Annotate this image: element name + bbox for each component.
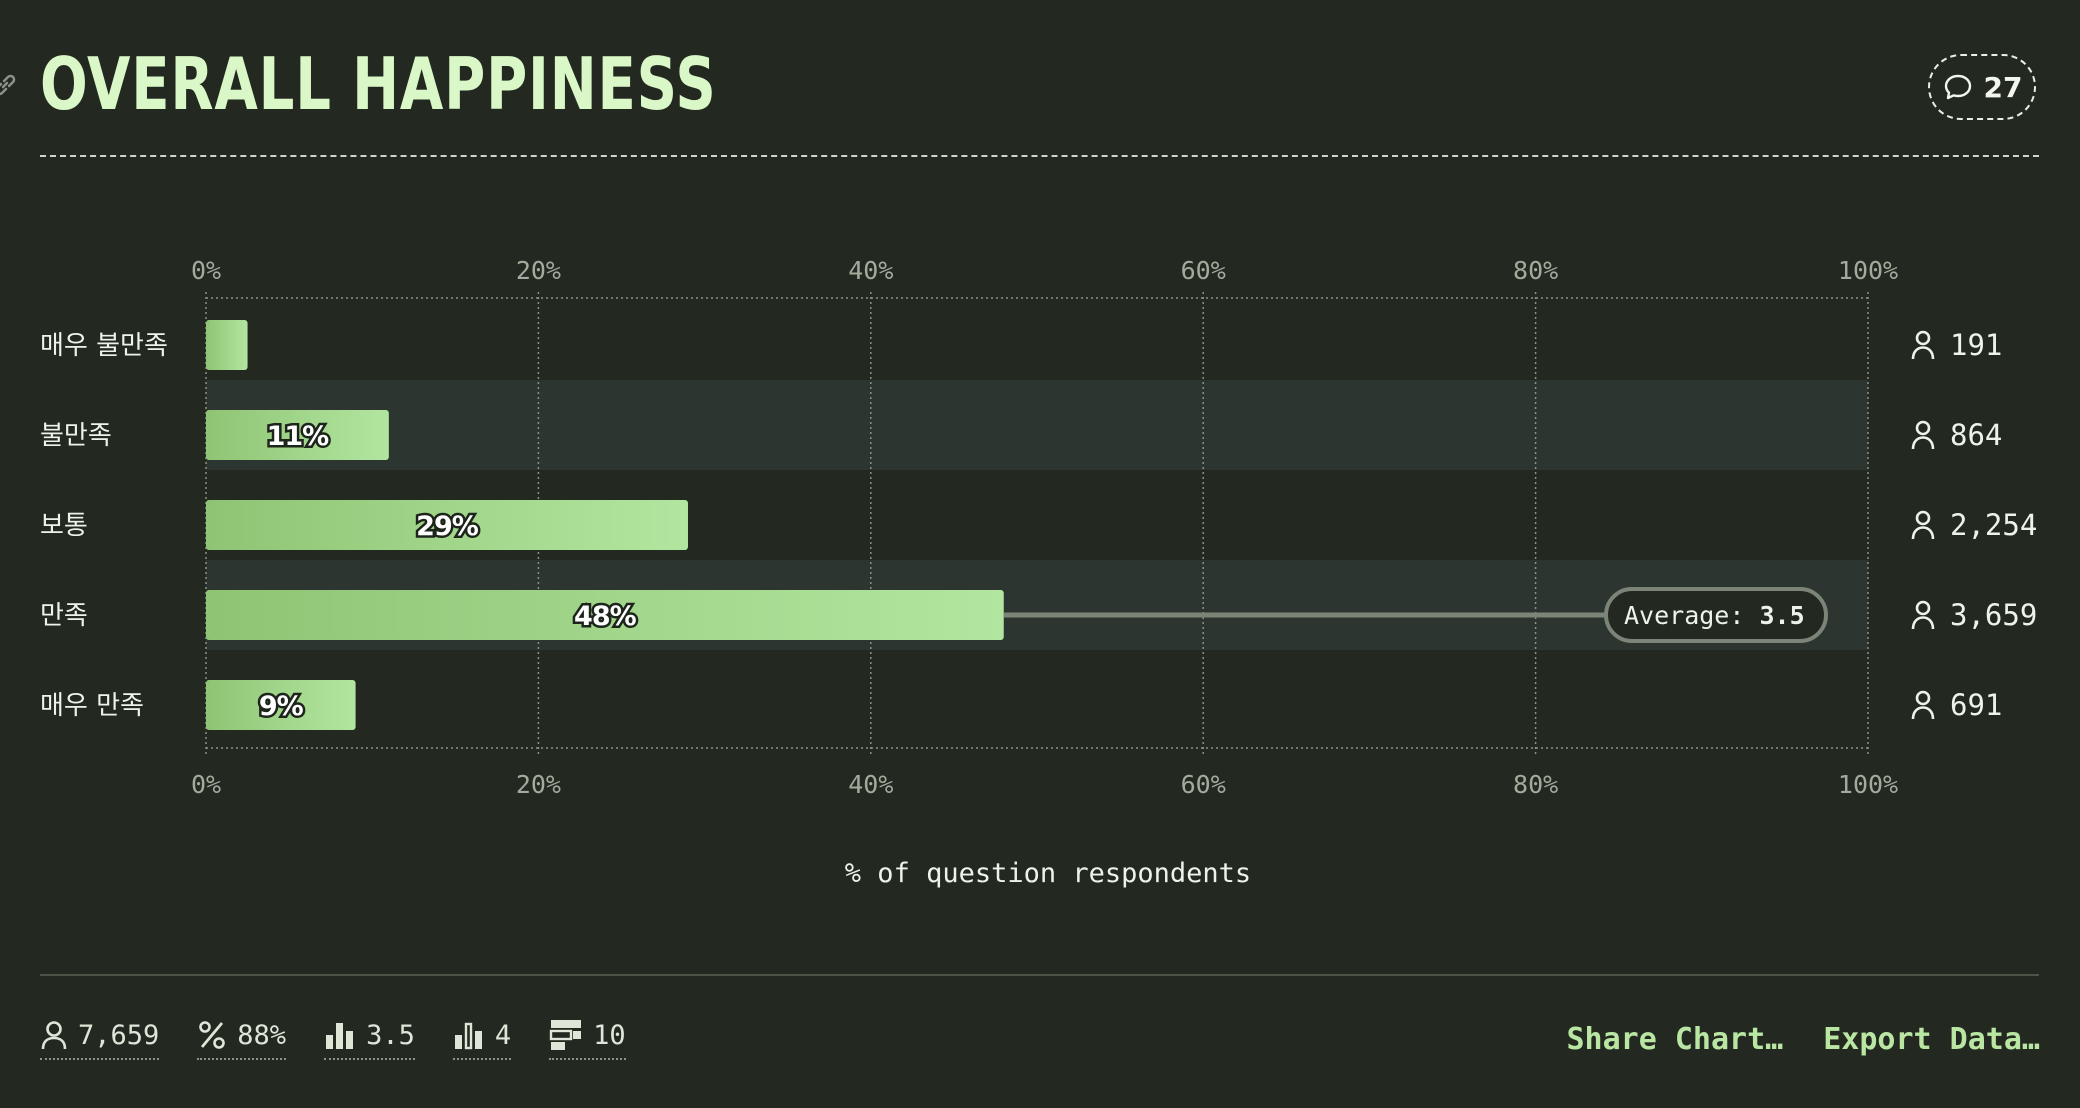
- bar: [206, 680, 356, 730]
- category-label: 불만족: [40, 421, 112, 451]
- x-tick-label-top: 100%: [1838, 256, 1898, 285]
- comment-count: 27: [1983, 70, 2023, 104]
- stat-average-value: 3.5: [366, 1019, 415, 1051]
- stat-median-value: 4: [494, 1019, 512, 1051]
- row-band: [206, 380, 1868, 470]
- stat-respondents[interactable]: 7,659: [40, 1018, 160, 1060]
- median-bars-icon: [454, 1022, 482, 1050]
- respondent-count: 864: [1950, 418, 2002, 452]
- comments-button[interactable]: 27: [1928, 54, 2036, 120]
- user-icon: [1911, 600, 1935, 630]
- average-label: Average: 3.5: [1624, 601, 1805, 630]
- title-divider: [40, 155, 2039, 157]
- stat-respondents-value: 7,659: [78, 1019, 160, 1051]
- average-value: 3.5: [1759, 601, 1804, 630]
- x-tick-label-bottom: 100%: [1838, 770, 1898, 799]
- percent-icon: [199, 1021, 226, 1049]
- bar: [206, 500, 688, 550]
- bar-value-label: 29%: [416, 511, 479, 542]
- respondent-count: 3,659: [1950, 598, 2037, 632]
- stats-bar: 7,659 88% 3.5 4 10: [40, 1018, 626, 1060]
- x-tick-label-bottom: 40%: [848, 770, 893, 799]
- user-icon: [41, 1021, 67, 1050]
- average-pill: [1604, 587, 1828, 643]
- x-axis-title: % of question respondents: [845, 858, 1251, 889]
- comment-icon: [1944, 74, 1971, 100]
- x-tick-label-bottom: 80%: [1513, 770, 1558, 799]
- x-tick-label-top: 0%: [191, 256, 221, 285]
- category-label: 매우 불만족: [40, 331, 168, 361]
- chart-actions: Share Chart… Export Data…: [1567, 1022, 2041, 1057]
- x-tick-label-bottom: 0%: [191, 770, 221, 799]
- respondent-count: 2,254: [1950, 508, 2037, 542]
- bar-value-label: 11%: [267, 421, 330, 452]
- rank-icon: [549, 1020, 582, 1050]
- bar: [206, 320, 248, 370]
- x-tick-label-bottom: 60%: [1181, 770, 1226, 799]
- stat-rank[interactable]: 10: [549, 1018, 626, 1060]
- category-label: 만족: [40, 601, 88, 631]
- average-label-text: Average:: [1624, 601, 1759, 630]
- stat-median[interactable]: 4: [452, 1018, 512, 1060]
- user-icon: [1911, 420, 1935, 450]
- x-tick-label-top: 20%: [516, 256, 561, 285]
- share-chart-button[interactable]: Share Chart…: [1566, 1022, 1784, 1057]
- export-data-button[interactable]: Export Data…: [1823, 1022, 2040, 1057]
- stat-percent-value: 88%: [237, 1019, 287, 1051]
- bar-value-label: 48%: [574, 601, 637, 632]
- footer-divider: [40, 974, 2039, 976]
- x-tick-label-top: 40%: [848, 256, 893, 285]
- stat-rank-value: 10: [593, 1019, 626, 1051]
- stat-percent[interactable]: 88%: [197, 1018, 287, 1060]
- average-bars-icon: [326, 1023, 354, 1049]
- page-title: OVERALL HAPPINESS: [40, 42, 717, 126]
- user-icon: [1911, 690, 1935, 720]
- category-label: 매우 만족: [40, 691, 144, 721]
- user-icon: [1911, 510, 1935, 540]
- x-tick-label-top: 80%: [1513, 256, 1558, 285]
- x-tick-label-bottom: 20%: [516, 770, 561, 799]
- respondent-count: 691: [1950, 688, 2002, 722]
- respondent-count: 191: [1950, 328, 2002, 362]
- category-label: 보통: [40, 511, 88, 541]
- user-icon: [1911, 330, 1935, 360]
- bar: [206, 410, 389, 460]
- bar: [206, 590, 1004, 640]
- link-icon[interactable]: [0, 72, 18, 98]
- x-tick-label-top: 60%: [1181, 256, 1226, 285]
- stat-average[interactable]: 3.5: [324, 1018, 415, 1060]
- bar-value-label: 9%: [259, 691, 304, 722]
